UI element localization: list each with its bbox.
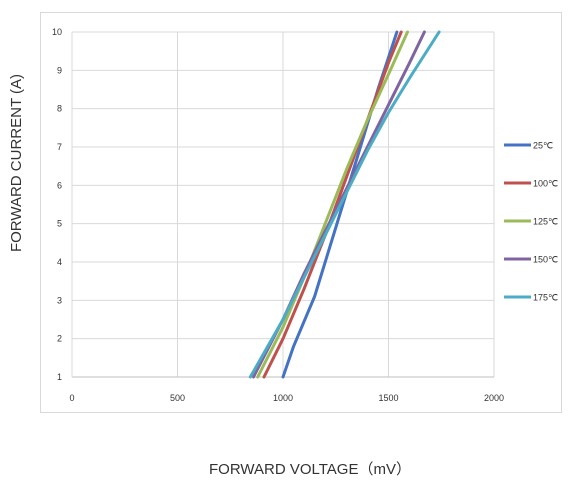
series-line-1	[262, 30, 403, 379]
x-axis-title: FORWARD VOLTAGE（mV）	[209, 461, 411, 478]
legend-label-4: 175℃	[533, 293, 558, 303]
legend-label-2: 125℃	[533, 217, 558, 227]
y-tick-label: 9	[57, 65, 62, 75]
y-tick-label: 10	[52, 27, 62, 37]
x-tick-label: 500	[170, 393, 185, 403]
y-tick-label: 4	[57, 257, 62, 267]
y-tick-label: 2	[57, 334, 62, 344]
y-tick-labels: 1 2 3 4 5 6 7 8 9 10	[52, 27, 62, 382]
y-axis-title: FORWARD CURRENT (A)	[8, 74, 25, 252]
x-tick-labels: 0 500 1000 1500 2000	[69, 393, 504, 403]
series-line-4	[248, 30, 441, 379]
legend: 25℃ 100℃ 125℃ 150℃ 175℃	[504, 141, 558, 303]
legend-label-1: 100℃	[533, 179, 558, 189]
x-tick-label: 2000	[484, 393, 504, 403]
legend-label-0: 25℃	[533, 141, 553, 151]
x-tick-label: 1000	[273, 393, 293, 403]
y-tick-label: 3	[57, 295, 62, 305]
series-line-2	[256, 30, 409, 379]
y-tick-label: 5	[57, 219, 62, 229]
y-tick-label: 1	[57, 372, 62, 382]
y-tick-label: 6	[57, 180, 62, 190]
legend-label-3: 150℃	[533, 255, 558, 265]
y-tick-label: 8	[57, 104, 62, 114]
x-tick-label: 1500	[378, 393, 398, 403]
chart-area-border	[40, 12, 562, 413]
series-lines	[248, 30, 441, 379]
y-tick-label: 7	[57, 142, 62, 152]
x-tick-label: 0	[69, 393, 74, 403]
